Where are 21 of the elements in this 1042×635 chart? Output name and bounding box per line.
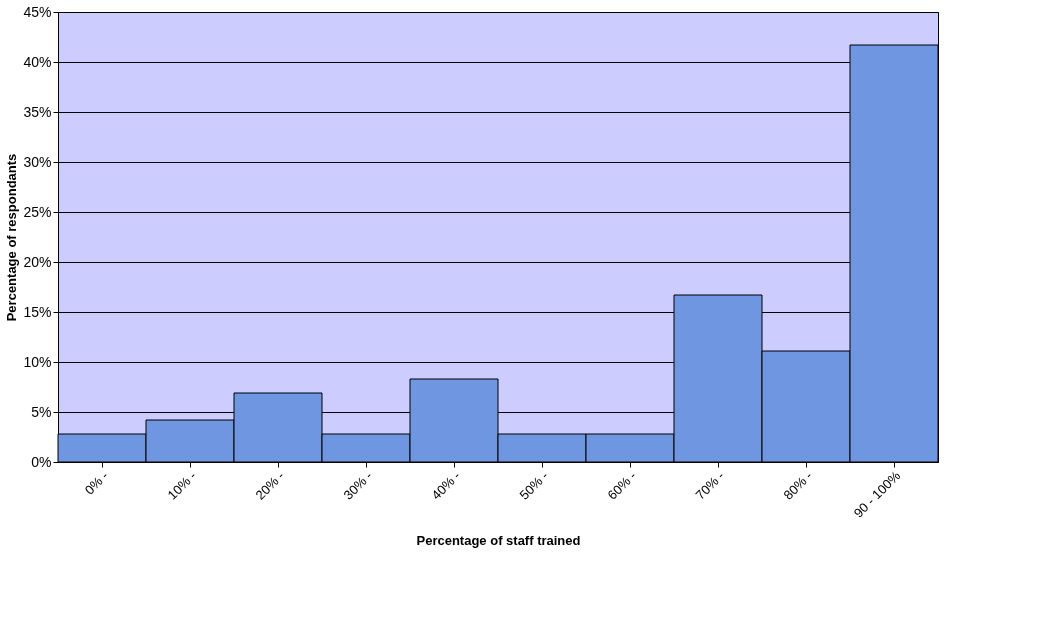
x-axis-title: Percentage of staff trained — [416, 532, 581, 548]
y-tick-label: 5% — [31, 403, 52, 420]
y-axis-title: Percentage of respondants — [4, 153, 20, 322]
x-tick-label: 70% - — [692, 468, 728, 503]
x-tick-label: 30% - — [340, 468, 376, 503]
x-tick-label: 50% - — [516, 468, 552, 503]
y-tick-label: 30% — [23, 153, 52, 170]
x-tick-label: 20% - — [252, 468, 288, 503]
x-tick-label: 60% - — [604, 468, 640, 503]
y-tick-label: 20% — [23, 253, 52, 270]
x-tick-label: 80% - — [780, 468, 816, 503]
y-tick-label: 10% — [23, 353, 52, 370]
x-tick-label: 40% - — [428, 468, 464, 503]
y-tick-label: 35% — [23, 103, 52, 120]
y-tick-label: 0% — [31, 453, 52, 470]
x-tick-label: 0% - — [81, 468, 112, 498]
y-tick-label: 40% — [23, 53, 52, 70]
y-tick-label: 15% — [23, 303, 52, 320]
y-tick-label: 45% — [23, 3, 52, 20]
x-tick-label: 10% - — [164, 468, 200, 503]
y-tick-label: 25% — [23, 203, 52, 220]
